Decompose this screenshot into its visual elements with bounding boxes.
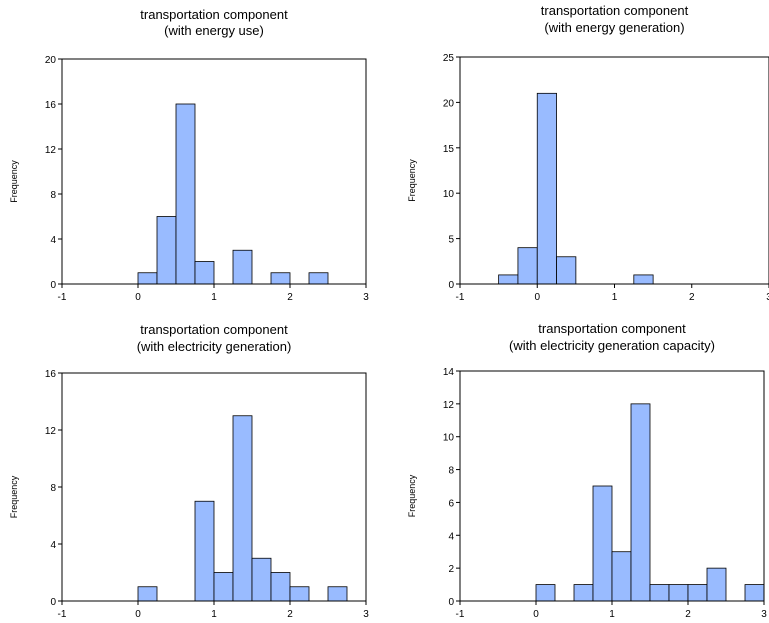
- histogram-bar: [592, 485, 613, 602]
- y-tick-label: 0: [50, 597, 56, 608]
- histogram-bar: [232, 249, 253, 285]
- y-tick-label: 10: [443, 189, 455, 200]
- histogram-bar: [556, 256, 577, 285]
- histogram-bar: [270, 272, 291, 285]
- x-tick-label: 3: [766, 292, 769, 303]
- plot-frame: [459, 56, 769, 285]
- x-tick-label: -1: [58, 292, 67, 303]
- histogram-bar: [536, 92, 557, 285]
- y-tick-label: 15: [443, 144, 455, 155]
- histogram-panel-4: transportation component (with electricit…: [407, 321, 767, 620]
- histogram-bar: [611, 551, 632, 602]
- y-axis-label: Frequency: [407, 159, 417, 202]
- x-tick-label: 0: [533, 609, 539, 620]
- x-tick-label: -1: [456, 609, 465, 620]
- y-tick-label: 12: [45, 426, 57, 437]
- y-tick-label: 16: [45, 369, 57, 380]
- histogram-bar: [270, 572, 291, 602]
- y-axis-label: Frequency: [9, 160, 19, 203]
- histogram-bar: [194, 261, 215, 285]
- y-tick-label: 12: [45, 145, 57, 156]
- chart-title: transportation component: [538, 321, 686, 336]
- histogram-panel-2: transportation component (with energy gen…: [407, 3, 769, 303]
- chart-title: transportation component: [541, 3, 689, 18]
- y-tick-label: 16: [45, 100, 57, 111]
- y-tick-label: 8: [50, 190, 56, 201]
- histogram-bar: [251, 557, 272, 602]
- x-tick-label: 1: [211, 609, 217, 620]
- histogram-bar: [194, 500, 215, 602]
- histogram-panel-3: transportation component (with electricit…: [9, 322, 369, 620]
- histogram-bar: [175, 103, 196, 285]
- y-tick-label: 12: [443, 400, 455, 411]
- x-tick-label: 3: [363, 292, 369, 303]
- y-axis-label: Frequency: [407, 474, 417, 517]
- y-tick-label: 0: [50, 280, 56, 291]
- chart-subtitle: (with energy generation): [544, 20, 684, 35]
- histogram-bar: [535, 584, 556, 602]
- x-tick-label: 1: [211, 292, 217, 303]
- chart-title: transportation component: [140, 322, 288, 337]
- histogram-bar: [137, 586, 158, 602]
- histogram-bar: [213, 572, 234, 602]
- x-tick-label: 0: [534, 292, 540, 303]
- histogram-bar: [744, 584, 765, 602]
- histogram-bar: [573, 584, 594, 602]
- y-tick-label: 20: [45, 55, 57, 66]
- x-tick-label: -1: [456, 292, 465, 303]
- y-tick-label: 0: [448, 280, 454, 291]
- histogram-bar: [498, 274, 519, 285]
- histogram-bar: [156, 216, 177, 285]
- x-tick-label: 2: [287, 609, 293, 620]
- chart-title: transportation component: [140, 7, 288, 22]
- x-tick-label: 0: [135, 292, 141, 303]
- chart-subtitle: (with electricity generation capacity): [509, 338, 715, 353]
- x-tick-label: 2: [689, 292, 695, 303]
- histogram-bar: [649, 584, 670, 602]
- y-tick-label: 0: [448, 597, 454, 608]
- y-tick-label: 25: [443, 53, 455, 64]
- x-tick-label: 1: [609, 609, 615, 620]
- y-tick-label: 20: [443, 98, 455, 109]
- x-tick-label: 2: [287, 292, 293, 303]
- histogram-bar: [687, 584, 708, 602]
- y-tick-label: 5: [448, 235, 454, 246]
- histogram-bar: [308, 272, 329, 285]
- y-tick-label: 8: [50, 483, 56, 494]
- y-tick-label: 2: [448, 564, 454, 575]
- y-tick-label: 10: [443, 433, 455, 444]
- histogram-bar: [630, 403, 651, 602]
- histogram-bar: [517, 247, 538, 285]
- histogram-bar: [327, 586, 348, 602]
- histogram-bar: [289, 586, 310, 602]
- histogram-bar: [668, 584, 689, 602]
- x-tick-label: 0: [135, 609, 141, 620]
- histogram-bar: [232, 415, 253, 602]
- y-tick-label: 14: [443, 367, 455, 378]
- x-tick-label: -1: [58, 609, 67, 620]
- chart-subtitle: (with electricity generation): [137, 339, 292, 354]
- plot-frame: [61, 58, 367, 285]
- y-tick-label: 4: [50, 540, 56, 551]
- y-tick-label: 8: [448, 466, 454, 477]
- x-tick-label: 2: [685, 609, 691, 620]
- y-axis-label: Frequency: [9, 475, 19, 518]
- histogram-bar: [137, 272, 158, 285]
- y-tick-label: 6: [448, 498, 454, 509]
- histogram-bar: [633, 274, 654, 285]
- histogram-panel-1: transportation component(with energy use…: [9, 7, 369, 303]
- x-tick-label: 1: [612, 292, 618, 303]
- histogram-bar: [706, 567, 727, 602]
- chart-subtitle: (with energy use): [164, 23, 264, 38]
- x-tick-label: 3: [363, 609, 369, 620]
- x-tick-label: 3: [761, 609, 767, 620]
- y-tick-label: 4: [50, 235, 56, 246]
- y-tick-label: 4: [448, 531, 454, 542]
